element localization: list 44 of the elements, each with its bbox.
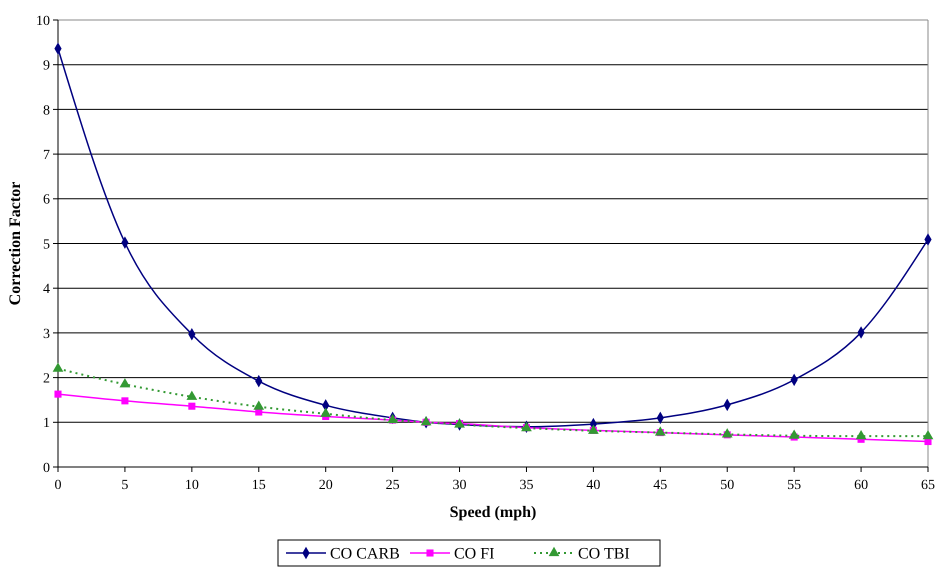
- x-tick-label: 40: [586, 478, 600, 493]
- x-tick-label: 50: [720, 478, 734, 493]
- point: [856, 430, 866, 440]
- point: [788, 430, 800, 439]
- x-tick-label: 20: [318, 478, 333, 493]
- x-tick-label: 55: [787, 478, 802, 493]
- point: [54, 390, 62, 398]
- y-tick-label: 3: [43, 326, 50, 342]
- x-tick-label: 30: [452, 478, 467, 493]
- x-axis-title: Speed (mph): [450, 504, 536, 521]
- y-tick-label: 10: [36, 14, 50, 29]
- point: [186, 390, 198, 400]
- x-tick-label: 45: [653, 478, 668, 493]
- point: [188, 402, 196, 410]
- legend-label: CO TBI: [578, 546, 630, 563]
- point: [420, 416, 432, 426]
- x-tick-label: 35: [519, 478, 534, 493]
- point: [52, 362, 64, 372]
- y-tick-label: 9: [43, 58, 50, 74]
- y-tick-label: 6: [43, 192, 50, 208]
- x-tick-label: 10: [184, 478, 199, 493]
- x-tick-label: 5: [121, 478, 128, 493]
- point: [654, 426, 666, 436]
- y-tick-label: 7: [43, 148, 50, 163]
- y-tick-label: 8: [43, 103, 50, 118]
- point: [722, 428, 733, 438]
- x-tick-label: 15: [252, 478, 266, 493]
- legend-label: CO CARB: [330, 546, 400, 563]
- x-tick-label: 0: [54, 478, 62, 493]
- y-tick-label: 5: [43, 237, 50, 252]
- x-tick-label: 25: [386, 478, 400, 493]
- y-axis-title: Correction Factor: [7, 182, 24, 306]
- point: [120, 378, 130, 388]
- y-tick-label: 1: [43, 416, 50, 432]
- y-tick-label: 2: [43, 372, 50, 386]
- legend-label: CO FI: [454, 546, 494, 563]
- point: [121, 397, 128, 404]
- x-tick-label: 60: [854, 478, 868, 493]
- x-tick-label: 65: [921, 478, 935, 493]
- point: [253, 400, 264, 410]
- point: [922, 430, 934, 440]
- y-tick-label: 4: [43, 282, 50, 298]
- point: [320, 408, 332, 417]
- y-tick-label: 0: [43, 460, 50, 476]
